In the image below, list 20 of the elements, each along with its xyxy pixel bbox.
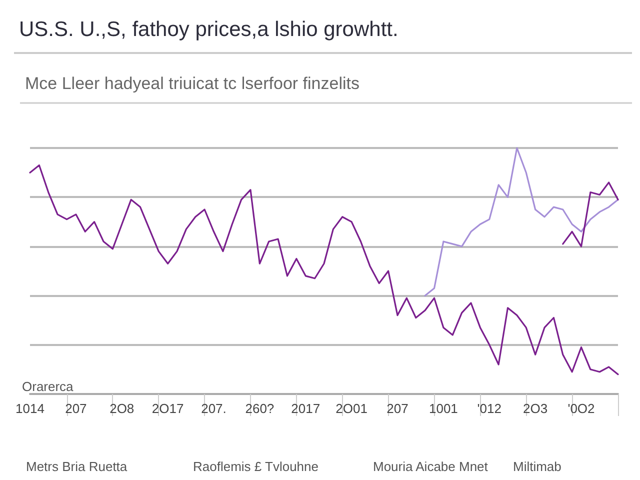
x-tick-label: 207 (65, 401, 87, 416)
text: Metrs Bria Ruetta (26, 459, 128, 474)
text: Mouria Aicabe Mnet (373, 459, 488, 474)
x-tick-label: '0O2 (568, 401, 595, 416)
x-tick-label: 2O17 (152, 401, 184, 416)
text: Miltimab (513, 459, 562, 474)
x-tick-label: 2O01 (336, 401, 368, 416)
x-tick-label: 260? (245, 401, 274, 416)
x-tick-label: 207 (386, 401, 408, 416)
x-tick-label: 2017 (291, 401, 320, 416)
x-tick-label: 2O8 (110, 401, 134, 416)
x-tick-label: '012 (477, 401, 502, 416)
annotation: Orarerca (22, 379, 74, 394)
chart-title: US.S. U.,S, fathoy prices,a lshio growhtt. (19, 18, 398, 41)
x-tick-label: 1001 (428, 401, 458, 416)
chart-subtitle: Mce Lleer hadyeal triuicat tc lserfoor finzelits (25, 74, 360, 93)
x-tick-label: 2O3 (523, 401, 548, 416)
x-tick-label: 207. (201, 401, 226, 416)
text: Raoflemis £ Tvlouhne (193, 459, 318, 474)
x-tick-label: 1014 (16, 401, 44, 416)
